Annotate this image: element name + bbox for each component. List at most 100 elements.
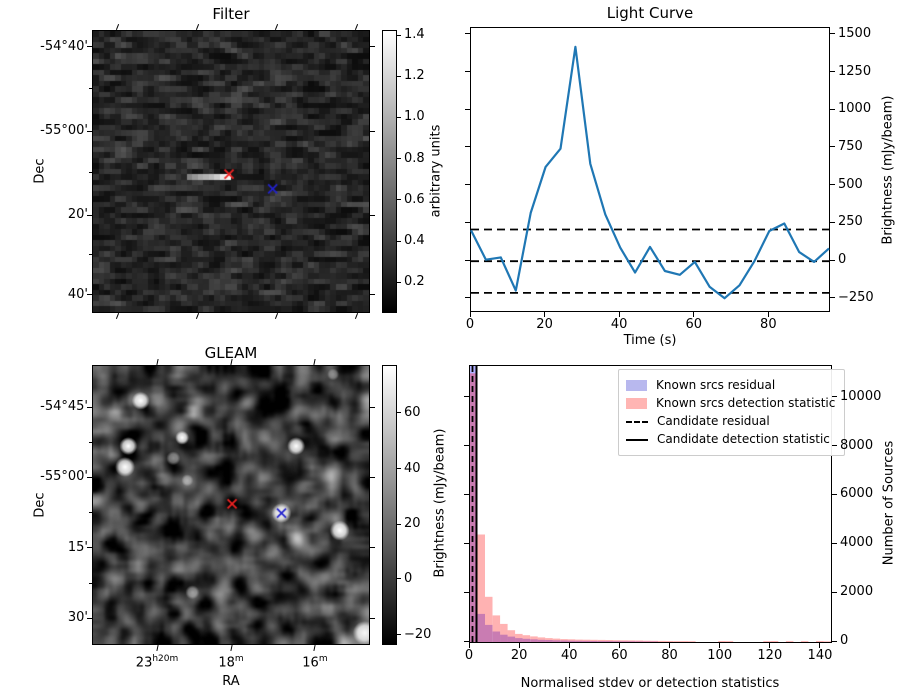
filter-image bbox=[93, 31, 369, 312]
tick-mark bbox=[397, 281, 401, 283]
tick-mark bbox=[767, 312, 769, 317]
tick-mark bbox=[830, 146, 835, 148]
legend-item-known-detstat: Known srcs detection statistic bbox=[626, 396, 835, 411]
tick-mark bbox=[464, 591, 469, 593]
tick-mark bbox=[830, 297, 835, 299]
tick-label: 20 bbox=[510, 648, 528, 663]
tick-mark bbox=[370, 294, 375, 296]
tick-label: 6000 bbox=[840, 486, 874, 502]
tick-mark bbox=[769, 643, 771, 648]
tick-mark bbox=[89, 172, 92, 174]
tick-label: 750 bbox=[838, 138, 863, 154]
tick-label: 1.2 bbox=[404, 68, 425, 84]
tick-label: −20 bbox=[404, 626, 432, 642]
tick-mark bbox=[568, 643, 570, 648]
tick-label: -55°00' bbox=[40, 123, 88, 139]
filter-title: Filter bbox=[212, 5, 250, 23]
tick-mark bbox=[370, 214, 375, 216]
gleam-ylabel: Dec bbox=[32, 492, 48, 518]
tick-label: 40 bbox=[560, 648, 578, 663]
tick-mark bbox=[355, 313, 359, 319]
tick-mark bbox=[465, 146, 470, 148]
tick-mark bbox=[832, 445, 837, 447]
tick-label: 0 bbox=[838, 252, 847, 268]
filter-colorbar-label: arbitrary units bbox=[428, 124, 444, 218]
tick-mark bbox=[397, 199, 401, 201]
legend-item-candidate-detstat: Candidate detection statistic bbox=[626, 432, 835, 447]
tick-mark bbox=[370, 476, 375, 478]
tick-label: 0 bbox=[404, 570, 413, 586]
legend-item-known-residual: Known srcs residual bbox=[626, 378, 835, 393]
histogram-legend: Known srcs residual Known srcs detection… bbox=[618, 369, 846, 456]
tick-label: 20 bbox=[404, 516, 421, 532]
tick-mark bbox=[89, 512, 92, 514]
tick-label: 60 bbox=[685, 317, 703, 332]
gleam-axes bbox=[92, 365, 370, 645]
tick-label: 10000 bbox=[840, 388, 882, 404]
tick-mark bbox=[830, 108, 835, 110]
tick-label: 15' bbox=[67, 539, 88, 555]
tick-mark bbox=[465, 297, 470, 299]
tick-mark bbox=[275, 313, 279, 319]
gleam-xlabel: RA bbox=[222, 674, 240, 689]
gleam-colorbar bbox=[382, 365, 397, 645]
lightcurve-plot bbox=[470, 45, 830, 300]
tick-mark bbox=[465, 259, 470, 261]
tick-label: 0.2 bbox=[404, 274, 425, 290]
legend-label: Candidate residual bbox=[657, 414, 770, 428]
tick-label: 60 bbox=[611, 648, 628, 663]
tick-mark bbox=[397, 75, 401, 77]
tick-mark bbox=[618, 643, 620, 648]
tick-label: 1.0 bbox=[404, 109, 425, 125]
histogram-axes: Known srcs residual Known srcs detection… bbox=[469, 365, 846, 643]
lightcurve-ylabel: Brightness (mJy/beam) bbox=[880, 95, 896, 245]
tick-mark bbox=[370, 406, 375, 408]
tick-mark bbox=[830, 184, 835, 186]
tick-mark bbox=[465, 71, 470, 73]
known-srcs-detstat-swatch bbox=[626, 398, 647, 409]
tick-label: 4000 bbox=[840, 535, 874, 551]
tick-mark bbox=[693, 312, 695, 317]
tick-label: 80 bbox=[760, 317, 777, 332]
tick-label: 20 bbox=[536, 317, 553, 332]
tick-mark bbox=[397, 116, 401, 118]
tick-mark bbox=[397, 240, 401, 242]
tick-mark bbox=[370, 130, 375, 132]
tick-mark bbox=[89, 441, 92, 443]
tick-mark bbox=[465, 33, 470, 35]
tick-mark bbox=[313, 644, 317, 652]
tick-label: 1.4 bbox=[404, 27, 425, 43]
candidate-detstat-swatch bbox=[626, 438, 648, 441]
gleam-title: GLEAM bbox=[204, 344, 258, 362]
tick-label: -54°45' bbox=[40, 399, 88, 414]
tick-mark bbox=[87, 130, 92, 132]
tick-mark bbox=[830, 33, 835, 35]
tick-mark bbox=[87, 547, 92, 549]
tick-mark bbox=[370, 617, 375, 619]
tick-mark bbox=[832, 396, 837, 398]
tick-mark bbox=[832, 542, 837, 544]
tick-mark bbox=[465, 184, 470, 186]
tick-mark bbox=[397, 34, 401, 36]
tick-label: 30' bbox=[67, 610, 88, 626]
known-srcs-residual-swatch bbox=[626, 380, 647, 391]
tick-mark bbox=[819, 643, 821, 648]
tick-label: 100 bbox=[707, 648, 733, 663]
tick-mark bbox=[465, 221, 470, 223]
tick-label: 1500 bbox=[838, 25, 872, 41]
tick-mark bbox=[832, 640, 837, 642]
tick-label: 0 bbox=[464, 648, 474, 663]
tick-label: 40 bbox=[610, 317, 628, 332]
tick-mark bbox=[830, 259, 835, 261]
tick-mark bbox=[397, 578, 401, 580]
tick-mark bbox=[397, 634, 401, 636]
filter-axes bbox=[92, 30, 370, 313]
legend-label: Known srcs detection statistic bbox=[656, 396, 836, 410]
tick-mark bbox=[370, 46, 375, 48]
tick-label: 60 bbox=[404, 404, 421, 420]
histogram-xlabel: Normalised stdev or detection statistics bbox=[520, 676, 780, 691]
tick-label: 40' bbox=[67, 286, 88, 302]
tick-mark bbox=[370, 547, 375, 549]
tick-mark bbox=[518, 643, 520, 648]
tick-mark bbox=[195, 313, 199, 319]
